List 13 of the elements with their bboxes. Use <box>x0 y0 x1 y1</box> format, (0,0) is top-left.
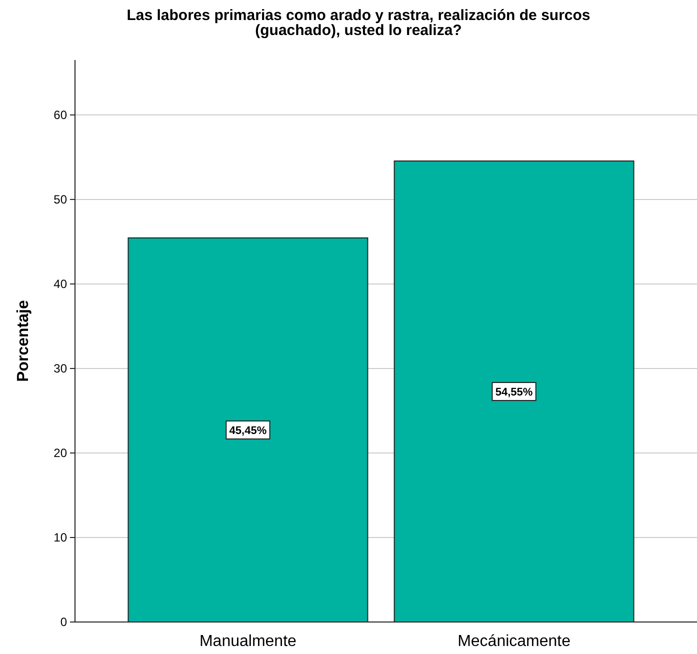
data-label: 45,45% <box>229 424 267 437</box>
x-tick-label: Manualmente <box>199 633 297 650</box>
chart-title: Las labores primarias como arado y rastra, realización de surcos (guachado), usted lo realiza? <box>126 7 590 39</box>
y-tick-label: 60 <box>54 108 68 122</box>
y-tick-label: 30 <box>54 361 68 376</box>
y-axis-title: Porcentaje <box>15 300 32 382</box>
y-tick-label: 10 <box>54 530 68 544</box>
y-tick-label: 20 <box>54 446 68 460</box>
y-tick-label: 40 <box>54 276 68 291</box>
y-tick-label: 50 <box>54 192 68 206</box>
y-tick-label: 0 <box>60 615 68 629</box>
data-label: 54,55% <box>495 386 533 398</box>
x-tick-label: Mecánicamente <box>458 633 571 650</box>
